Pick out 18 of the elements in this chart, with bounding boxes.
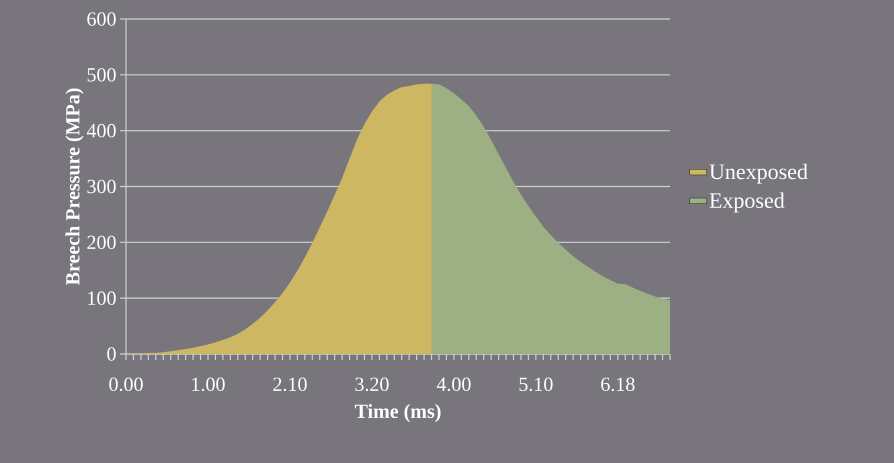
legend-label: Unexposed [709, 164, 808, 184]
x-tick-label: 0.00 [109, 378, 143, 392]
y-tick-label: 400 [86, 124, 116, 138]
y-tick-label: 0 [107, 347, 116, 361]
x-tick-label: 6.18 [601, 378, 635, 392]
x-axis-title: Time (ms) [354, 404, 441, 422]
x-tick-label: 5.10 [520, 378, 553, 392]
y-tick-label: 600 [87, 12, 116, 26]
legend-label: Exposed [710, 192, 784, 212]
y-tick-label: 100 [88, 291, 116, 305]
y-tick-label: 200 [87, 236, 116, 250]
x-tick-label: 2.10 [273, 378, 307, 392]
y-tick-label: 500 [88, 68, 116, 82]
y-tick-label: 300 [87, 180, 116, 194]
x-tick-label: 4.00 [436, 378, 471, 392]
x-tick-label: 1.00 [192, 378, 225, 392]
y-axis-title: Breech Pressure (MPa) [65, 88, 84, 286]
x-tick-label: 3.20 [355, 378, 389, 392]
